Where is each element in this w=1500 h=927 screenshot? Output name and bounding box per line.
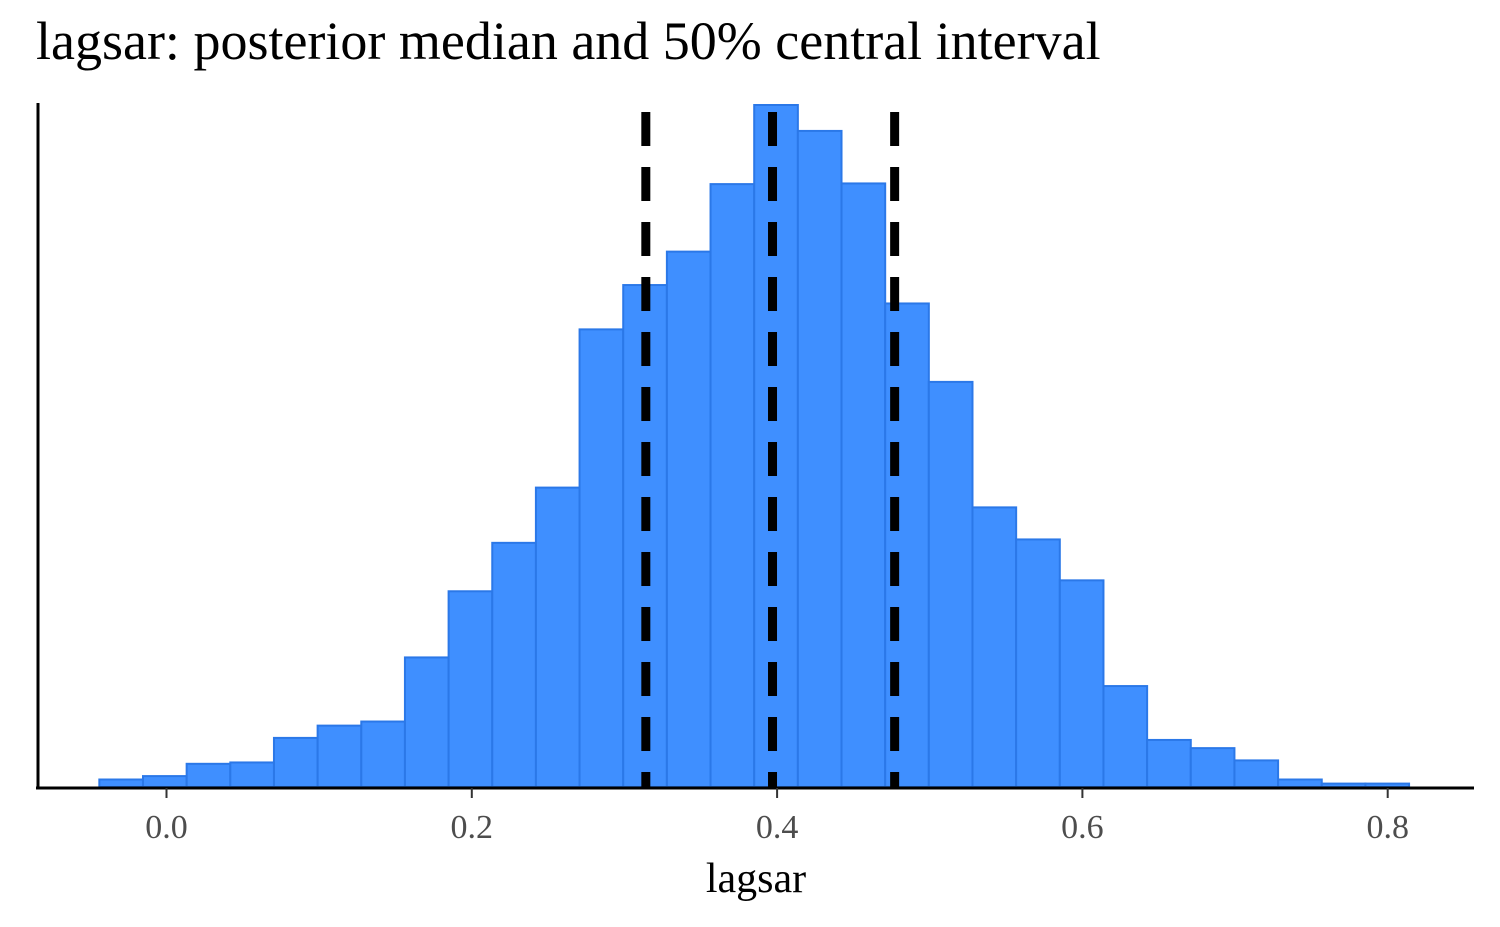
- reference-lines-layer: [641, 112, 900, 787]
- histogram-bar: [1189, 747, 1236, 789]
- x-tick-label: 0.8: [1366, 809, 1409, 846]
- x-tick-label: 0.2: [451, 809, 494, 846]
- histogram-bar: [927, 380, 974, 788]
- histogram-bar: [185, 762, 232, 788]
- histogram-bar: [229, 761, 275, 789]
- histogram-bar: [403, 656, 450, 788]
- histogram-bar: [1146, 738, 1192, 789]
- histogram-bar: [840, 182, 887, 788]
- histogram-bar: [272, 736, 319, 789]
- histogram-bar: [1277, 778, 1323, 788]
- chart-title: lagsar: posterior median and 50% central…: [36, 11, 1101, 71]
- histogram-bar: [360, 720, 406, 789]
- histogram-bar: [1058, 579, 1105, 788]
- x-tick-label: 0.6: [1061, 809, 1104, 846]
- histogram-bar: [578, 328, 625, 788]
- x-tick-label: 0.4: [756, 809, 799, 846]
- histogram-bar: [796, 129, 843, 789]
- histogram-bar: [971, 506, 1018, 788]
- histogram-bar: [1233, 759, 1280, 789]
- histogram-bar: [1320, 782, 1367, 789]
- histogram-bar: [141, 775, 188, 789]
- histogram-bar: [447, 590, 494, 789]
- histogram-bar: [1364, 782, 1411, 789]
- histogram-bar: [1015, 538, 1061, 788]
- histogram-bar: [316, 724, 363, 788]
- x-axis-title: lagsar: [706, 856, 806, 902]
- histogram-bar: [1102, 685, 1149, 788]
- histogram-bar: [622, 284, 668, 788]
- histogram-bar: [884, 302, 930, 788]
- bars-layer: [98, 104, 1411, 789]
- histogram-bar: [98, 778, 144, 788]
- x-ticks-layer: 0.0 0.2 0.4 0.6 0.8: [145, 788, 1409, 846]
- x-tick-label: 0.0: [145, 809, 188, 846]
- histogram-bar: [491, 541, 537, 789]
- histogram-bar: [709, 183, 756, 789]
- histogram-bar: [534, 486, 581, 788]
- histogram-bar: [665, 250, 712, 788]
